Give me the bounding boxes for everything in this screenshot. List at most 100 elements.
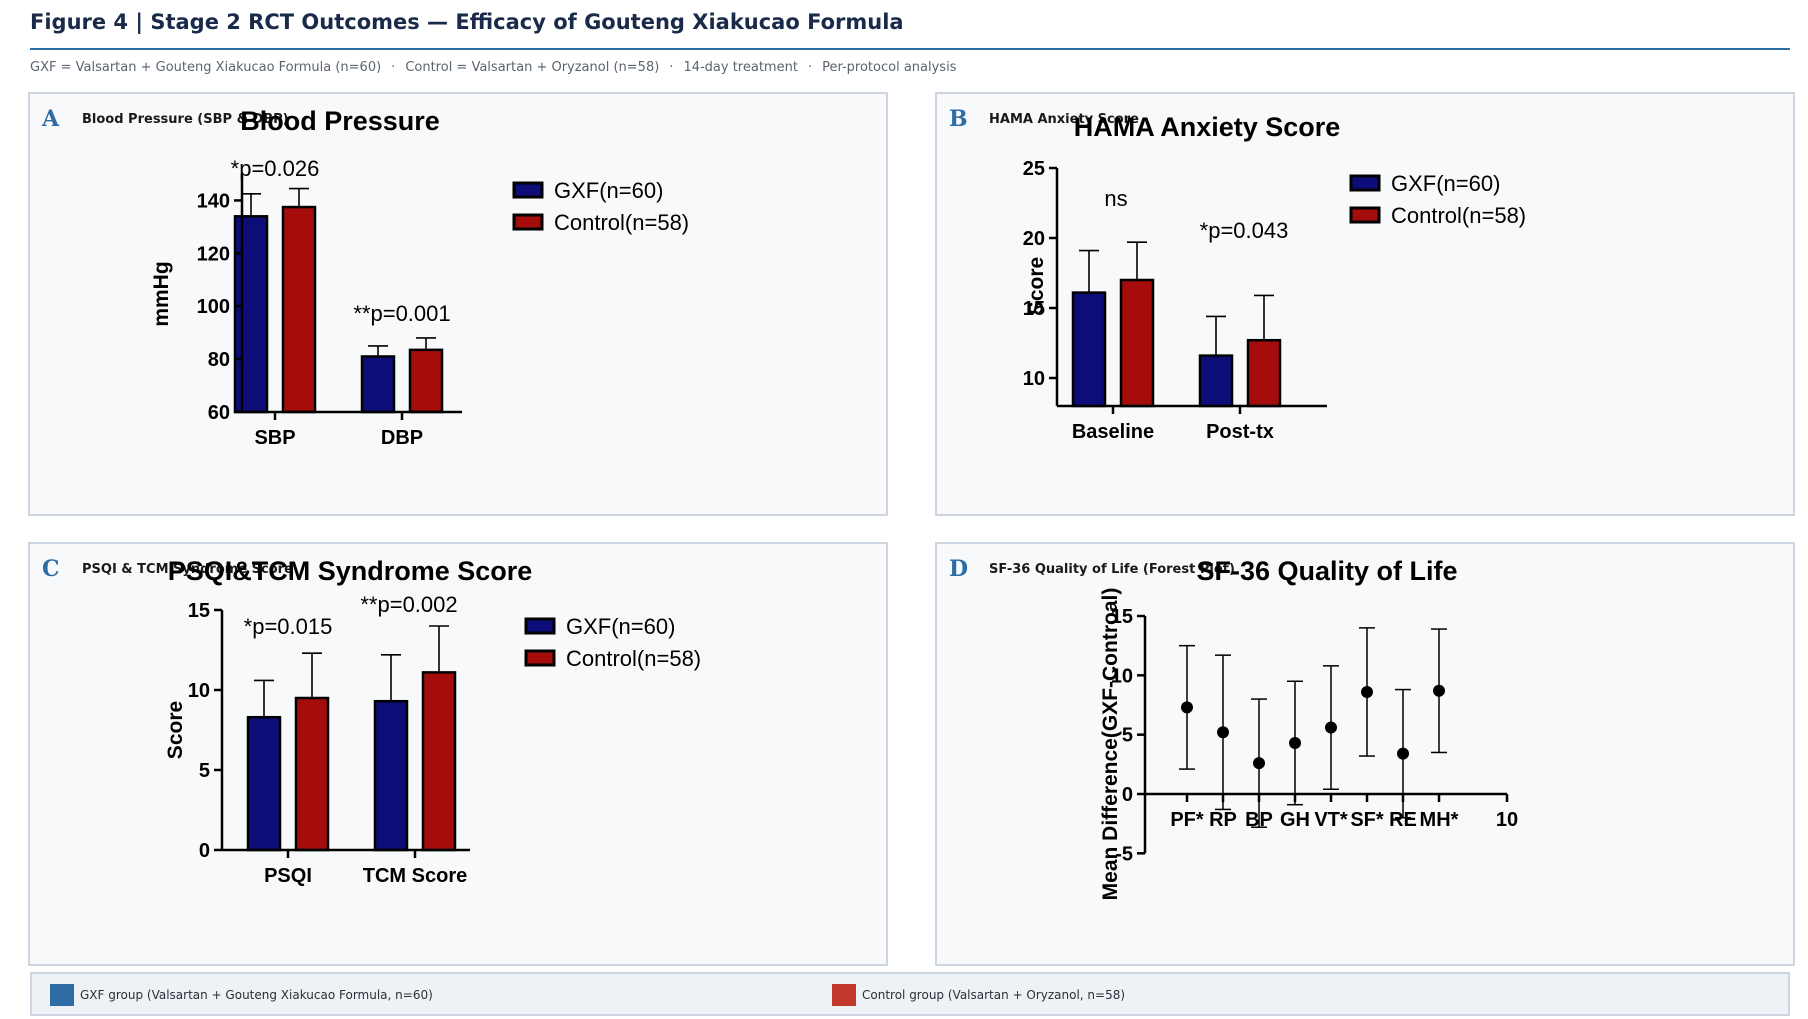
significance-label: *p=0.043: [1200, 218, 1289, 243]
bar: [246, 715, 282, 852]
figure-title: Figure 4 | Stage 2 RCT Outcomes — Effica…: [30, 10, 904, 34]
legend-swatch: [512, 181, 544, 199]
chart-title: SF-36 Quality of Life: [1196, 556, 1457, 586]
bar: [1246, 338, 1282, 408]
bar: [233, 215, 269, 414]
chart-title: Blood Pressure: [240, 106, 440, 136]
significance-label: **p=0.001: [353, 301, 450, 326]
footer-legend: GXF group (Valsartan + Gouteng Xiakucao …: [30, 972, 1790, 1016]
footer-label-control: Control group (Valsartan + Oryzanol, n=5…: [862, 988, 1126, 1002]
y-tick-label: 5: [199, 760, 210, 782]
x-tick-label: RE: [1389, 809, 1417, 831]
subtitle-item: GXF = Valsartan + Gouteng Xiakucao Formu…: [30, 60, 382, 75]
legend-label: Control(n=58): [554, 210, 689, 235]
legend-swatch: [524, 649, 556, 667]
subtitle-item: 14-day treatment: [683, 60, 798, 75]
footer-swatch-control: [832, 984, 856, 1006]
mean-point: [1433, 684, 1445, 697]
subtitle-separator: ·: [391, 60, 396, 75]
x-tick-label: PSQI: [264, 865, 312, 887]
subtitle-separator: ·: [669, 60, 674, 75]
legend-swatch: [1349, 174, 1381, 192]
legend-swatch: [524, 617, 556, 635]
y-axis-label: mmHg: [150, 261, 173, 326]
panel-name: SF-36 Quality of Life (Forest Plot): [989, 562, 1235, 577]
panel-letter: A: [42, 106, 60, 132]
subtitle-item: Control = Valsartan + Oryzanol (n=58): [405, 60, 660, 75]
x-tick-label: 10: [1496, 809, 1518, 831]
legend-swatch: [1349, 206, 1381, 224]
mean-point: [1325, 721, 1337, 734]
mean-point: [1181, 701, 1193, 714]
mean-point: [1397, 747, 1409, 760]
panel-name: Blood Pressure (SBP & DBP): [82, 112, 289, 127]
significance-label: *p=0.026: [231, 156, 320, 181]
legend-label: Control(n=58): [1391, 203, 1526, 228]
y-tick-label: 60: [208, 402, 230, 424]
y-tick-label: 0: [199, 840, 210, 862]
bar: [1198, 354, 1234, 408]
x-tick-label: Post-tx: [1206, 421, 1274, 443]
x-tick-label: Baseline: [1072, 421, 1154, 443]
x-tick-label: SBP: [254, 427, 295, 449]
y-tick-label: 0: [1122, 784, 1133, 806]
y-tick-label: 10: [1111, 665, 1133, 687]
blood-pressure-chart: Blood Pressure SBP DBP 60 80 100 120 140 mmHg *p=…: [150, 106, 689, 449]
legend-swatch: [512, 213, 544, 231]
significance-label: ns: [1104, 186, 1127, 211]
footer-swatch-gxf: [50, 984, 74, 1006]
legend-label: GXF(n=60): [554, 178, 663, 203]
x-tick-label: PF*: [1170, 809, 1204, 831]
bar: [373, 699, 409, 852]
chart-title: HAMA Anxiety Score: [1074, 112, 1341, 142]
y-tick-label: 15: [1023, 298, 1045, 320]
figure-subtitle: GXF = Valsartan + Gouteng Xiakucao Formu…: [30, 60, 956, 75]
panel-hama-anxiety: B HAMA Anxiety Score HAMA Anxiety Score B…: [935, 92, 1795, 516]
y-tick-label: 5: [1122, 725, 1133, 747]
legend-label: GXF(n=60): [1391, 171, 1500, 196]
y-tick-label: 120: [197, 243, 230, 265]
y-tick-label: 20: [1023, 228, 1045, 250]
panel-name: HAMA Anxiety Score: [989, 112, 1139, 127]
y-tick-label: 10: [1023, 368, 1045, 390]
y-axis-label: Score: [1025, 257, 1048, 315]
y-tick-label: 15: [1111, 606, 1133, 628]
bar: [1119, 278, 1155, 408]
x-tick-label: SF*: [1350, 809, 1384, 831]
significance-label: **p=0.002: [360, 592, 457, 617]
bar: [408, 348, 444, 414]
mean-point: [1361, 685, 1373, 698]
panel-letter: D: [949, 556, 969, 582]
mean-point: [1217, 726, 1229, 739]
panel-letter: B: [949, 106, 968, 132]
y-tick-label: -5: [1115, 843, 1133, 865]
x-tick-label: VT*: [1314, 809, 1348, 831]
y-axis-label: Mean Difference(GXF-Controal): [1099, 588, 1122, 901]
subtitle-separator: ·: [807, 60, 813, 75]
x-tick-label: GH: [1280, 809, 1310, 831]
y-tick-label: 15: [188, 600, 210, 622]
legend-label: Control(n=58): [566, 646, 701, 671]
panel-name: PSQI & TCM Syndrome Score: [82, 562, 293, 577]
mean-point: [1289, 736, 1301, 749]
y-tick-label: 100: [197, 296, 230, 318]
x-tick-label: DBP: [381, 427, 423, 449]
hama-anxiety-chart: HAMA Anxiety Score Baseline Post-tx 10 15 20 2…: [1023, 112, 1526, 443]
bar: [421, 671, 457, 852]
y-tick-label: 80: [208, 349, 230, 371]
subtitle-item: Per-protocol analysis: [822, 60, 957, 75]
bar: [1071, 291, 1107, 408]
x-tick-label: TCM Score: [363, 865, 467, 887]
footer-label-gxf: GXF group (Valsartan + Gouteng Xiakucao …: [80, 988, 433, 1002]
panel-sf36-forest: D SF-36 Quality of Life (Forest Plot) SF…: [935, 542, 1795, 966]
mean-point: [1253, 757, 1265, 770]
x-tick-label: MH*: [1420, 809, 1459, 831]
chart-title: PSQI&TCM Syndrome Score: [168, 556, 533, 586]
y-tick-label: 140: [197, 190, 230, 212]
y-axis-label: Score: [164, 701, 187, 759]
panel-letter: C: [42, 556, 60, 582]
panel-blood-pressure: A Blood Pressure (SBP & DBP) Blood Press…: [28, 92, 888, 516]
bar: [294, 696, 330, 852]
bar: [281, 205, 317, 414]
